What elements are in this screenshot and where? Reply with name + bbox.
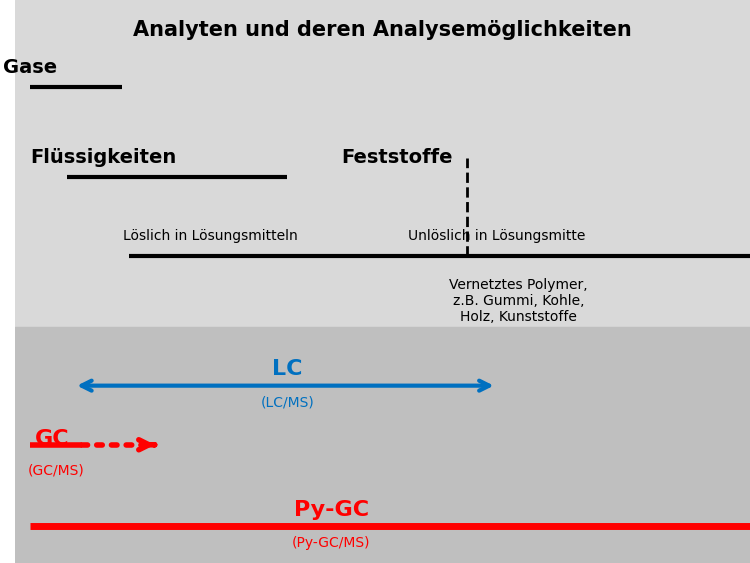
Text: (Py-GC/MS): (Py-GC/MS) <box>292 537 370 550</box>
Text: Analyten und deren Analysemöglichkeiten: Analyten und deren Analysemöglichkeiten <box>134 20 632 40</box>
Text: (LC/MS): (LC/MS) <box>260 396 314 409</box>
Text: Vernetztes Polymer,
z.B. Gummi, Kohle,
Holz, Kunststoffe: Vernetztes Polymer, z.B. Gummi, Kohle, H… <box>449 278 588 324</box>
Text: Unlöslich in Lösungsmitte: Unlöslich in Lösungsmitte <box>408 230 585 243</box>
Text: Löslich in Lösungsmitteln: Löslich in Lösungsmitteln <box>123 230 298 243</box>
Text: Gase: Gase <box>3 58 57 77</box>
Text: Flüssigkeiten: Flüssigkeiten <box>31 148 177 167</box>
Bar <box>16 0 750 327</box>
Text: (GC/MS): (GC/MS) <box>28 463 84 477</box>
Text: Feststoffe: Feststoffe <box>342 148 453 167</box>
Text: LC: LC <box>272 359 302 379</box>
Bar <box>16 327 750 563</box>
Text: GC: GC <box>34 429 70 449</box>
Text: Py-GC: Py-GC <box>294 499 369 520</box>
